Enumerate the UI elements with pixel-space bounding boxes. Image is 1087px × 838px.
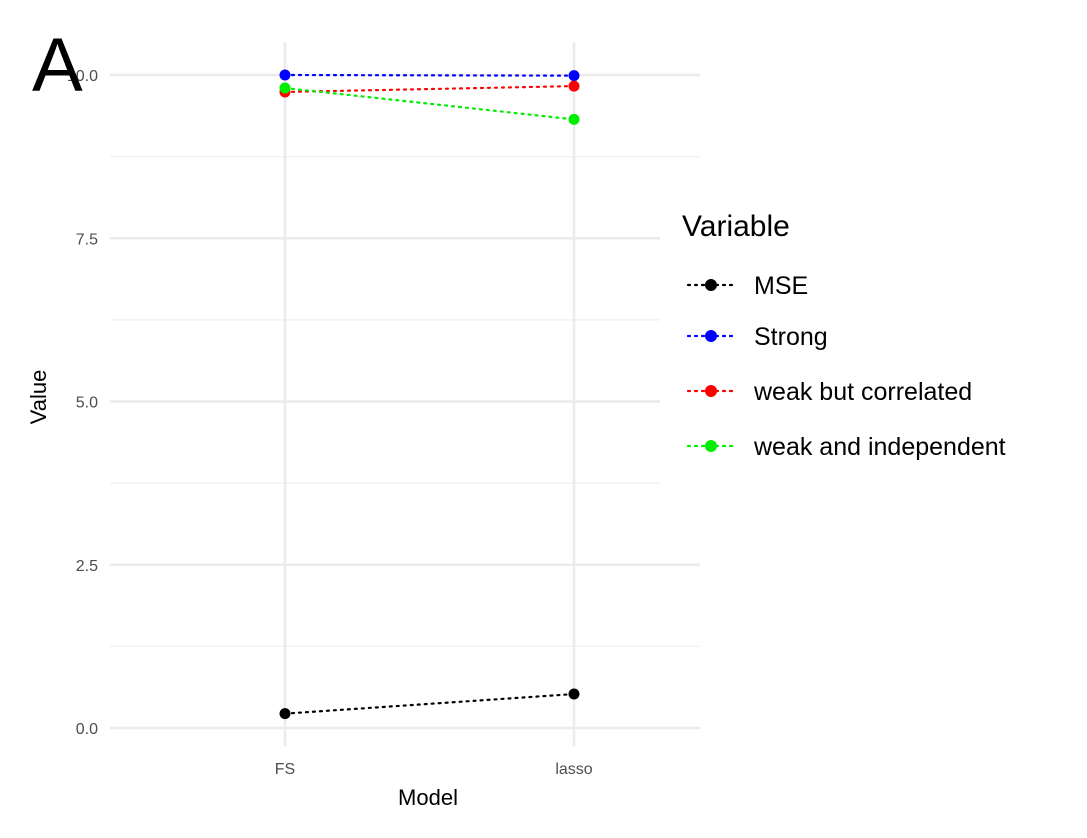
x-tick-label: lasso [555,761,592,778]
series-weak-and-independent [279,82,580,125]
data-point [279,69,291,81]
y-tick-label: 7.5 [76,231,98,248]
x-axis-title: Model [398,785,458,810]
series-line [283,85,576,94]
y-axis-title: Value [26,370,51,425]
y-tick-label: 5.0 [76,395,98,412]
legend-title: Variable [682,210,790,243]
y-tick-label: 10.0 [67,68,98,85]
data-point [279,82,291,94]
x-axis-ticks: FS lasso [275,761,593,778]
series-line [283,86,576,121]
legend-label: Strong [754,323,828,351]
series-line [283,692,576,715]
legend-key-point [705,330,717,342]
legend-label: weak and independent [753,433,1006,461]
x-tick-label: FS [275,761,295,778]
legend-key-point [705,440,717,452]
legend-key-point [705,385,717,397]
legend-item: Strong [686,323,828,351]
series-line [283,73,576,77]
legend-item: MSE [686,272,808,300]
data-point [568,688,580,700]
series-mse [279,688,580,720]
data-point [568,70,580,82]
data-point [568,113,580,125]
series-weak-but-correlated [279,80,580,98]
series [279,69,580,720]
series-strong [279,69,580,82]
legend-background [660,195,1080,485]
data-point [279,708,291,720]
legend-item: weak and independent [686,433,1006,461]
legend-key-point [705,279,717,291]
legend-item: weak but correlated [686,378,972,406]
legend: Variable MSE Strong weak but correlated wea… [660,195,1080,485]
y-tick-label: 2.5 [76,558,98,575]
y-axis-ticks: 0.0 2.5 5.0 7.5 10.0 [67,68,98,738]
y-tick-label: 0.0 [76,721,98,738]
legend-label: weak but correlated [753,378,972,406]
grid [110,42,700,746]
panel-label: A [32,23,83,108]
legend-label: MSE [754,272,808,300]
data-point [568,80,580,92]
